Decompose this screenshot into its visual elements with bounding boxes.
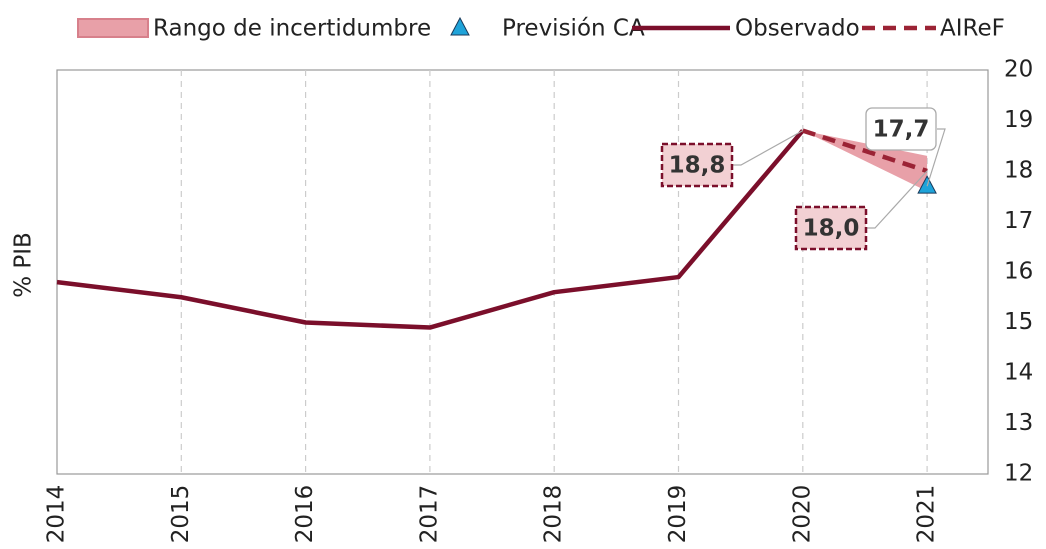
line-series <box>56 129 805 330</box>
leader-line <box>926 128 946 187</box>
legend-swatch <box>450 16 470 36</box>
y-axis-label: % PIB <box>11 232 37 298</box>
y-tick-label: 15 <box>1004 309 1033 335</box>
leader-line <box>867 170 928 229</box>
line-series <box>802 128 928 174</box>
uncertainty-band <box>802 130 928 192</box>
y-tick-label: 19 <box>1004 107 1033 133</box>
x-tick-label: 2014 <box>44 485 70 544</box>
value-label: 18,8 <box>669 153 726 179</box>
x-tick-label: 2018 <box>541 485 567 544</box>
leader-line <box>733 130 804 166</box>
x-tick-label: 2016 <box>292 485 318 544</box>
legend-swatch <box>77 18 149 38</box>
y-tick-label: 14 <box>1004 360 1033 386</box>
value-label: 17,7 <box>873 117 930 143</box>
legend-label: Previsión CA <box>502 16 645 42</box>
value-label-box <box>865 107 937 151</box>
value-label-box <box>660 142 734 188</box>
y-tick-label: 20 <box>1004 57 1033 83</box>
x-tick-label: 2020 <box>789 485 815 544</box>
x-tick-label: 2015 <box>168 485 194 544</box>
y-tick-label: 18 <box>1004 158 1033 184</box>
y-tick-label: 16 <box>1004 259 1033 285</box>
x-tick-label: 2019 <box>665 485 691 544</box>
x-tick-label: 2017 <box>416 485 442 544</box>
y-tick-label: 12 <box>1004 461 1033 487</box>
plot-frame <box>56 69 989 475</box>
legend-label: Observado <box>735 16 860 42</box>
y-tick-label: 17 <box>1004 208 1033 234</box>
value-label: 18,0 <box>803 216 860 242</box>
value-label-box <box>794 205 868 251</box>
x-tick-label: 2021 <box>914 485 940 544</box>
y-tick-label: 13 <box>1004 410 1033 436</box>
legend-label: Rango de incertidumbre <box>153 16 431 42</box>
legend-label: AIReF <box>940 16 1005 42</box>
